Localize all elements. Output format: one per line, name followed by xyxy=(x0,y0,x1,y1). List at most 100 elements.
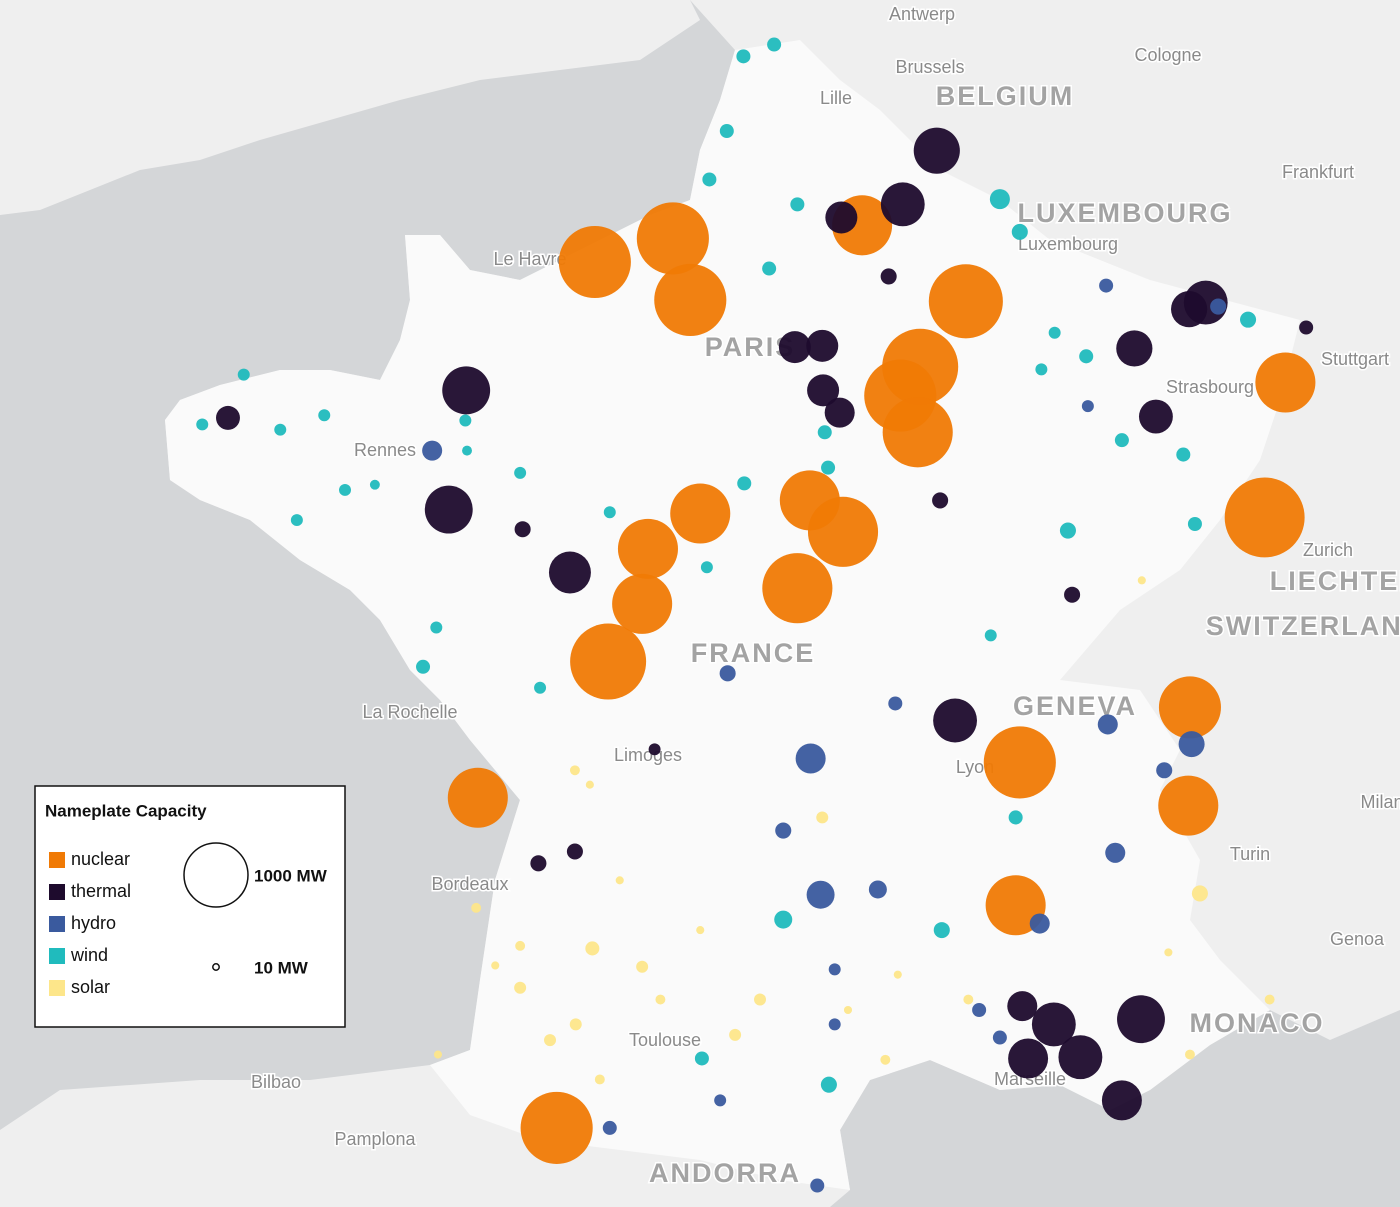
plant-bubble xyxy=(762,553,833,624)
plant-bubble xyxy=(636,202,709,275)
plant-bubble xyxy=(216,405,240,430)
plant-bubble xyxy=(603,506,616,519)
size-legend-label: 10 MW xyxy=(254,958,309,977)
country-label: ANDORRA xyxy=(649,1158,801,1188)
plant-bubble xyxy=(491,961,500,970)
plant-bubble xyxy=(880,182,925,227)
legend: Nameplate Capacity nuclear thermal hydro wi… xyxy=(34,785,346,1028)
plant-bubble xyxy=(548,551,591,594)
plant-bubble xyxy=(594,1074,605,1085)
country-label: SWITZERLAND xyxy=(1206,611,1400,641)
plant-bubble xyxy=(1164,948,1173,957)
legend-swatch xyxy=(49,916,65,932)
plant-bubble xyxy=(515,940,526,951)
plant-bubble xyxy=(422,440,443,461)
country-label: BELGIUM xyxy=(936,81,1075,111)
plant-bubble xyxy=(514,521,531,538)
plant-bubble xyxy=(196,418,209,431)
city-label: Strasbourg xyxy=(1166,377,1254,397)
country-label: LUXEMBOURG xyxy=(1018,198,1233,228)
plant-bubble xyxy=(868,880,887,899)
legend-swatch xyxy=(49,980,65,996)
plant-bubble xyxy=(1156,762,1173,779)
plant-bubble xyxy=(880,1054,891,1065)
legend-label: nuclear xyxy=(71,849,130,869)
city-label: Limoges xyxy=(614,745,682,765)
plant-bubble xyxy=(339,483,351,496)
city-label: Frankfurt xyxy=(1282,162,1354,182)
plant-bubble xyxy=(670,483,731,544)
plant-bubble xyxy=(828,1018,841,1031)
plant-bubble xyxy=(983,726,1056,799)
plant-bubble xyxy=(737,476,752,491)
legend-box xyxy=(34,785,346,1028)
plant-bubble xyxy=(612,573,673,634)
plant-bubble xyxy=(1138,399,1173,434)
city-label: Bilbao xyxy=(251,1072,301,1092)
plant-bubble xyxy=(1210,298,1227,315)
plant-bubble xyxy=(933,922,950,939)
city-label: Genoa xyxy=(1330,929,1385,949)
plant-bubble xyxy=(1097,714,1118,735)
plant-bubble xyxy=(807,496,879,567)
plant-bubble xyxy=(569,1018,582,1031)
plant-bubble xyxy=(615,876,624,885)
plant-bubble xyxy=(928,264,1003,339)
plant-bubble xyxy=(369,479,380,490)
plant-bubble xyxy=(636,960,649,973)
city-label: Antwerp xyxy=(889,4,955,24)
plant-bubble xyxy=(736,49,751,64)
plant-bubble xyxy=(520,1091,593,1164)
plant-bubble xyxy=(1114,433,1129,448)
plant-bubble xyxy=(530,855,547,872)
plant-bubble xyxy=(1064,586,1081,603)
plant-bubble xyxy=(514,466,527,479)
plant-bubble xyxy=(1116,330,1153,367)
plant-bubble xyxy=(237,368,250,381)
plant-bubble xyxy=(617,518,678,579)
plant-bubble xyxy=(933,698,977,743)
city-label: Bordeaux xyxy=(431,874,508,894)
plant-bubble xyxy=(810,1178,825,1193)
plant-bubble xyxy=(774,910,793,929)
plant-bubble xyxy=(462,445,472,456)
britain xyxy=(0,0,700,215)
plant-bubble xyxy=(719,123,734,139)
plant-bubble xyxy=(1158,676,1221,739)
plant-bubble xyxy=(648,743,661,756)
plant-bubble xyxy=(1240,311,1257,328)
plant-bubble xyxy=(1299,320,1314,335)
plant-bubble xyxy=(820,1076,837,1093)
plant-bubble xyxy=(806,880,835,909)
plant-bubble xyxy=(1081,400,1094,413)
city-label: Rennes xyxy=(354,440,416,460)
legend-title: Nameplate Capacity xyxy=(45,801,207,820)
plant-bubble xyxy=(1105,842,1126,863)
plant-bubble xyxy=(1048,326,1061,339)
plant-bubble xyxy=(1011,223,1028,240)
plant-bubble xyxy=(714,1094,727,1107)
plant-bubble xyxy=(558,225,631,299)
plant-bubble xyxy=(790,197,805,212)
plant-bubble xyxy=(806,329,839,362)
plant-bubble xyxy=(585,780,594,789)
bubbles xyxy=(196,37,1316,1193)
legend-label: thermal xyxy=(71,881,131,901)
plant-bubble xyxy=(972,1002,987,1018)
legend-label: solar xyxy=(71,977,110,997)
country-label: GENEVA xyxy=(1013,691,1137,721)
plant-bubble xyxy=(433,1050,443,1059)
plant-bubble xyxy=(290,514,303,527)
plant-bubble xyxy=(1255,352,1316,413)
plant-bubble xyxy=(888,696,903,711)
country-label: MONACO xyxy=(1190,1008,1325,1038)
size-legend-label: 1000 MW xyxy=(254,866,328,885)
city-label: Luxembourg xyxy=(1018,234,1118,254)
country-label: LIECHTENSTEIN xyxy=(1270,566,1400,596)
plant-bubble xyxy=(702,172,717,187)
legend-label: wind xyxy=(70,945,108,965)
size-legend-circle xyxy=(212,963,220,971)
plant-bubble xyxy=(694,1051,709,1066)
city-label: Toulouse xyxy=(629,1030,701,1050)
plant-bubble xyxy=(1158,775,1219,836)
